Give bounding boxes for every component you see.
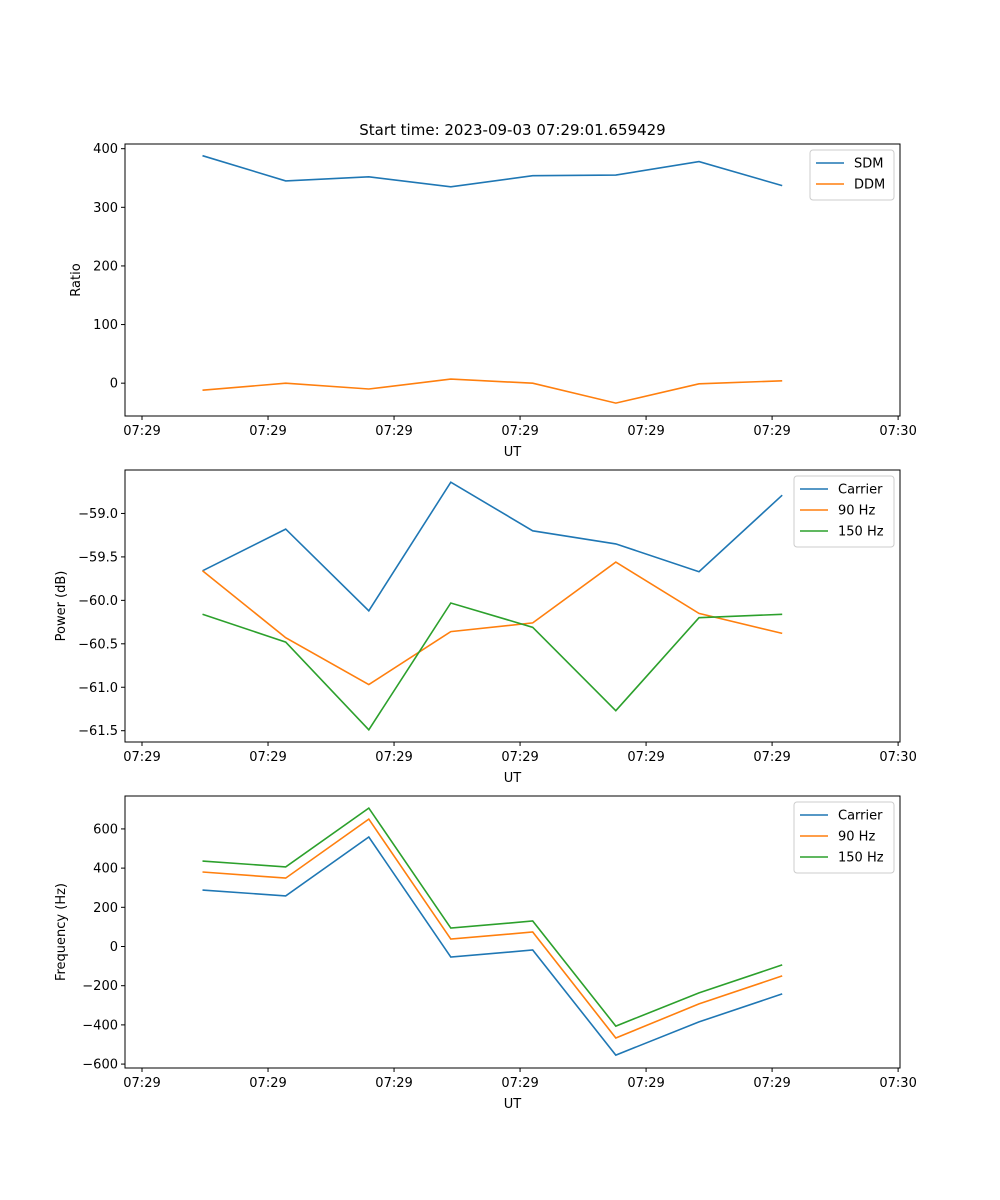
x-tick-label: 07:30 <box>879 1076 916 1091</box>
legend-label: SDM <box>854 157 883 172</box>
y-tick-label: −59.0 <box>78 507 118 522</box>
series-line-ddm <box>202 378 783 404</box>
y-axis-label: Ratio <box>69 263 84 296</box>
legend-label: Carrier <box>838 809 883 824</box>
y-tick-label: 400 <box>93 862 118 877</box>
y-tick-label: −60.5 <box>78 637 118 652</box>
series-line-150-hz <box>202 806 783 1028</box>
x-tick-label: 07:29 <box>627 1076 664 1091</box>
x-axis-label: UT <box>504 1097 522 1112</box>
subplot-2: 07:29 07:29 07:29 07:29 07:29 07:29 07:30 UT −61… <box>54 469 917 786</box>
x-tick-label: 07:29 <box>123 750 160 765</box>
series-line-90-hz <box>201 561 783 686</box>
axes-frame <box>124 143 901 417</box>
y-tick-label: 200 <box>93 901 118 916</box>
y-tick-label: 400 <box>93 142 118 157</box>
y-tick-label: 300 <box>93 201 118 216</box>
y-tick-label: 600 <box>93 822 118 837</box>
x-tick-label: 07:29 <box>375 1076 412 1091</box>
legend-box <box>793 475 895 548</box>
y-tick-label: 100 <box>93 318 118 333</box>
y-tick-label: 200 <box>93 259 118 274</box>
legend-label: 90 Hz <box>838 504 875 519</box>
x-tick-label: 07:29 <box>375 750 412 765</box>
chart-title: Start time: 2023-09-03 07:29:01.659429 <box>359 121 665 139</box>
x-tick-label: 07:29 <box>501 424 538 439</box>
series-line-carrier <box>202 835 783 1057</box>
x-tick-label: 07:29 <box>249 750 286 765</box>
x-tick-label: 07:29 <box>249 424 286 439</box>
legend: SDM DDM <box>809 149 895 201</box>
subplot-1: Start time: 2023-09-03 07:29:01.659429 07… <box>69 121 917 460</box>
legend-label: 90 Hz <box>838 830 875 845</box>
y-tick-label: −59.5 <box>78 550 118 565</box>
subplot-3: 07:29 07:29 07:29 07:29 07:29 07:29 07:30 UT −60… <box>54 795 917 1112</box>
x-tick-label: 07:29 <box>753 424 790 439</box>
axes-frame <box>124 795 901 1069</box>
x-tick-label: 07:29 <box>753 1076 790 1091</box>
x-tick-label: 07:29 <box>501 1076 538 1091</box>
x-tick-label: 07:29 <box>123 1076 160 1091</box>
y-tick-label: −200 <box>82 979 118 994</box>
legend-box <box>793 801 895 874</box>
y-axis-label: Power (dB) <box>54 571 69 642</box>
y-tick-label: −400 <box>82 1018 118 1033</box>
series-line-sdm <box>202 154 783 188</box>
x-tick-label: 07:29 <box>627 424 664 439</box>
y-tick-label: −600 <box>82 1058 118 1073</box>
series-line-90-hz <box>202 817 783 1039</box>
y-tick-label: 0 <box>110 940 118 955</box>
legend-label: 150 Hz <box>838 525 884 540</box>
x-tick-label: 07:29 <box>753 750 790 765</box>
x-tick-label: 07:29 <box>501 750 538 765</box>
series-line-carrier <box>202 481 783 613</box>
x-tick-label: 07:30 <box>879 750 916 765</box>
x-tick-label: 07:29 <box>249 1076 286 1091</box>
x-axis-label: UT <box>504 771 522 786</box>
legend-label: DDM <box>854 178 885 193</box>
x-tick-label: 07:29 <box>627 750 664 765</box>
legend-label: Carrier <box>838 483 883 498</box>
y-tick-label: 0 <box>110 377 118 392</box>
legend: Carrier 90 Hz 150 Hz <box>793 475 895 548</box>
x-tick-label: 07:29 <box>375 424 412 439</box>
legend: Carrier 90 Hz 150 Hz <box>793 801 895 874</box>
x-tick-label: 07:29 <box>123 424 160 439</box>
series-line-150-hz <box>202 602 783 732</box>
y-tick-label: −61.0 <box>78 681 118 696</box>
axes-frame <box>124 469 901 743</box>
y-axis-label: Frequency (Hz) <box>54 883 69 981</box>
x-axis-label: UT <box>504 445 522 460</box>
y-tick-label: −61.5 <box>78 724 118 739</box>
y-tick-label: −60.0 <box>78 594 118 609</box>
legend-label: 150 Hz <box>838 851 884 866</box>
x-tick-label: 07:30 <box>879 424 916 439</box>
